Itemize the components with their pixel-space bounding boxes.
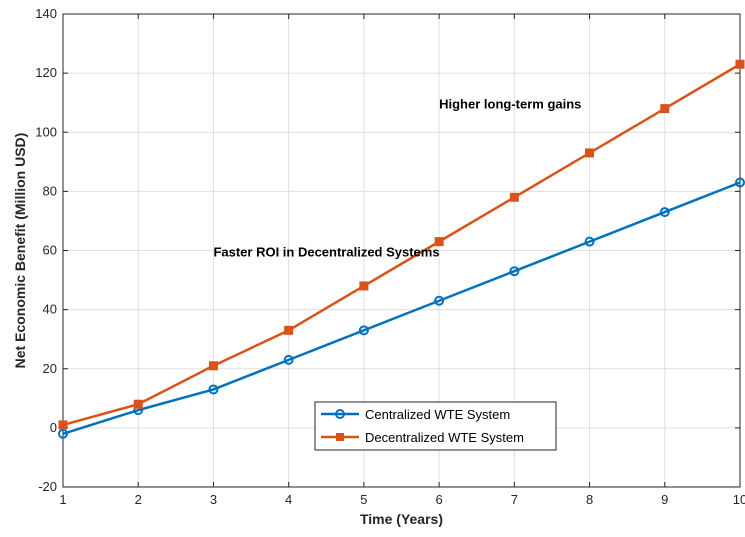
x-tick-label: 3 xyxy=(210,492,217,507)
y-tick-label: 20 xyxy=(43,361,57,376)
data-point xyxy=(434,295,445,306)
x-tick-label: 1 xyxy=(59,492,66,507)
series-2 xyxy=(58,59,745,430)
data-point xyxy=(585,148,595,158)
legend-marker xyxy=(336,433,344,441)
legend-entry: Centralized WTE System xyxy=(321,407,510,422)
annotation: Faster ROI in Decentralized Systems xyxy=(213,244,439,259)
x-tick-label: 9 xyxy=(661,492,668,507)
data-point xyxy=(358,325,369,336)
data-point xyxy=(284,325,294,335)
series-group xyxy=(58,59,745,439)
legend-label: Centralized WTE System xyxy=(365,407,510,422)
data-point xyxy=(359,281,369,291)
axis-ticks: 1 2 3 4 5 6 7 8 9 10 -20 0 20 40 60 80 100 120 140 xyxy=(35,6,745,507)
data-point xyxy=(660,104,670,114)
data-point xyxy=(509,266,520,277)
series-1 xyxy=(58,177,745,439)
x-tick-label: 4 xyxy=(285,492,292,507)
data-point xyxy=(208,384,219,395)
y-tick-label: 140 xyxy=(35,6,57,21)
y-tick-label: 0 xyxy=(50,420,57,435)
series-line xyxy=(62,181,741,435)
y-tick-label: 40 xyxy=(43,302,57,317)
data-point xyxy=(434,237,444,247)
x-tick-label: 8 xyxy=(586,492,593,507)
x-tick-label: 5 xyxy=(360,492,367,507)
data-point xyxy=(509,192,519,202)
data-point xyxy=(133,399,143,409)
legend: Centralized WTE System Decentralized WTE … xyxy=(314,401,557,451)
data-point xyxy=(584,236,595,247)
y-tick-label: 120 xyxy=(35,65,57,80)
legend-entry: Decentralized WTE System xyxy=(321,430,524,445)
data-point xyxy=(735,59,745,69)
annotation: Higher long-term gains xyxy=(439,97,581,112)
data-point xyxy=(283,354,294,365)
data-point xyxy=(58,420,68,430)
x-tick-label: 10 xyxy=(733,492,745,507)
y-tick-label: 100 xyxy=(35,124,57,139)
data-point xyxy=(208,361,218,371)
legend-label: Decentralized WTE System xyxy=(365,430,524,445)
data-point xyxy=(659,207,670,218)
data-point xyxy=(735,177,745,188)
y-tick-label: 80 xyxy=(43,183,57,198)
legend-marker xyxy=(335,409,345,419)
x-tick-label: 7 xyxy=(511,492,518,507)
y-axis-label: Net Economic Benefit (Million USD) xyxy=(12,133,28,369)
x-tick-label: 6 xyxy=(435,492,442,507)
legend-box xyxy=(314,401,557,451)
annotations: Higher long-term gains Faster ROI in Dece… xyxy=(213,97,581,260)
y-tick-label: -20 xyxy=(38,479,57,494)
series-line xyxy=(62,63,741,427)
x-axis-label: Time (Years) xyxy=(360,511,443,527)
x-tick-label: 2 xyxy=(135,492,142,507)
y-tick-label: 60 xyxy=(43,243,57,258)
data-point xyxy=(58,428,68,439)
